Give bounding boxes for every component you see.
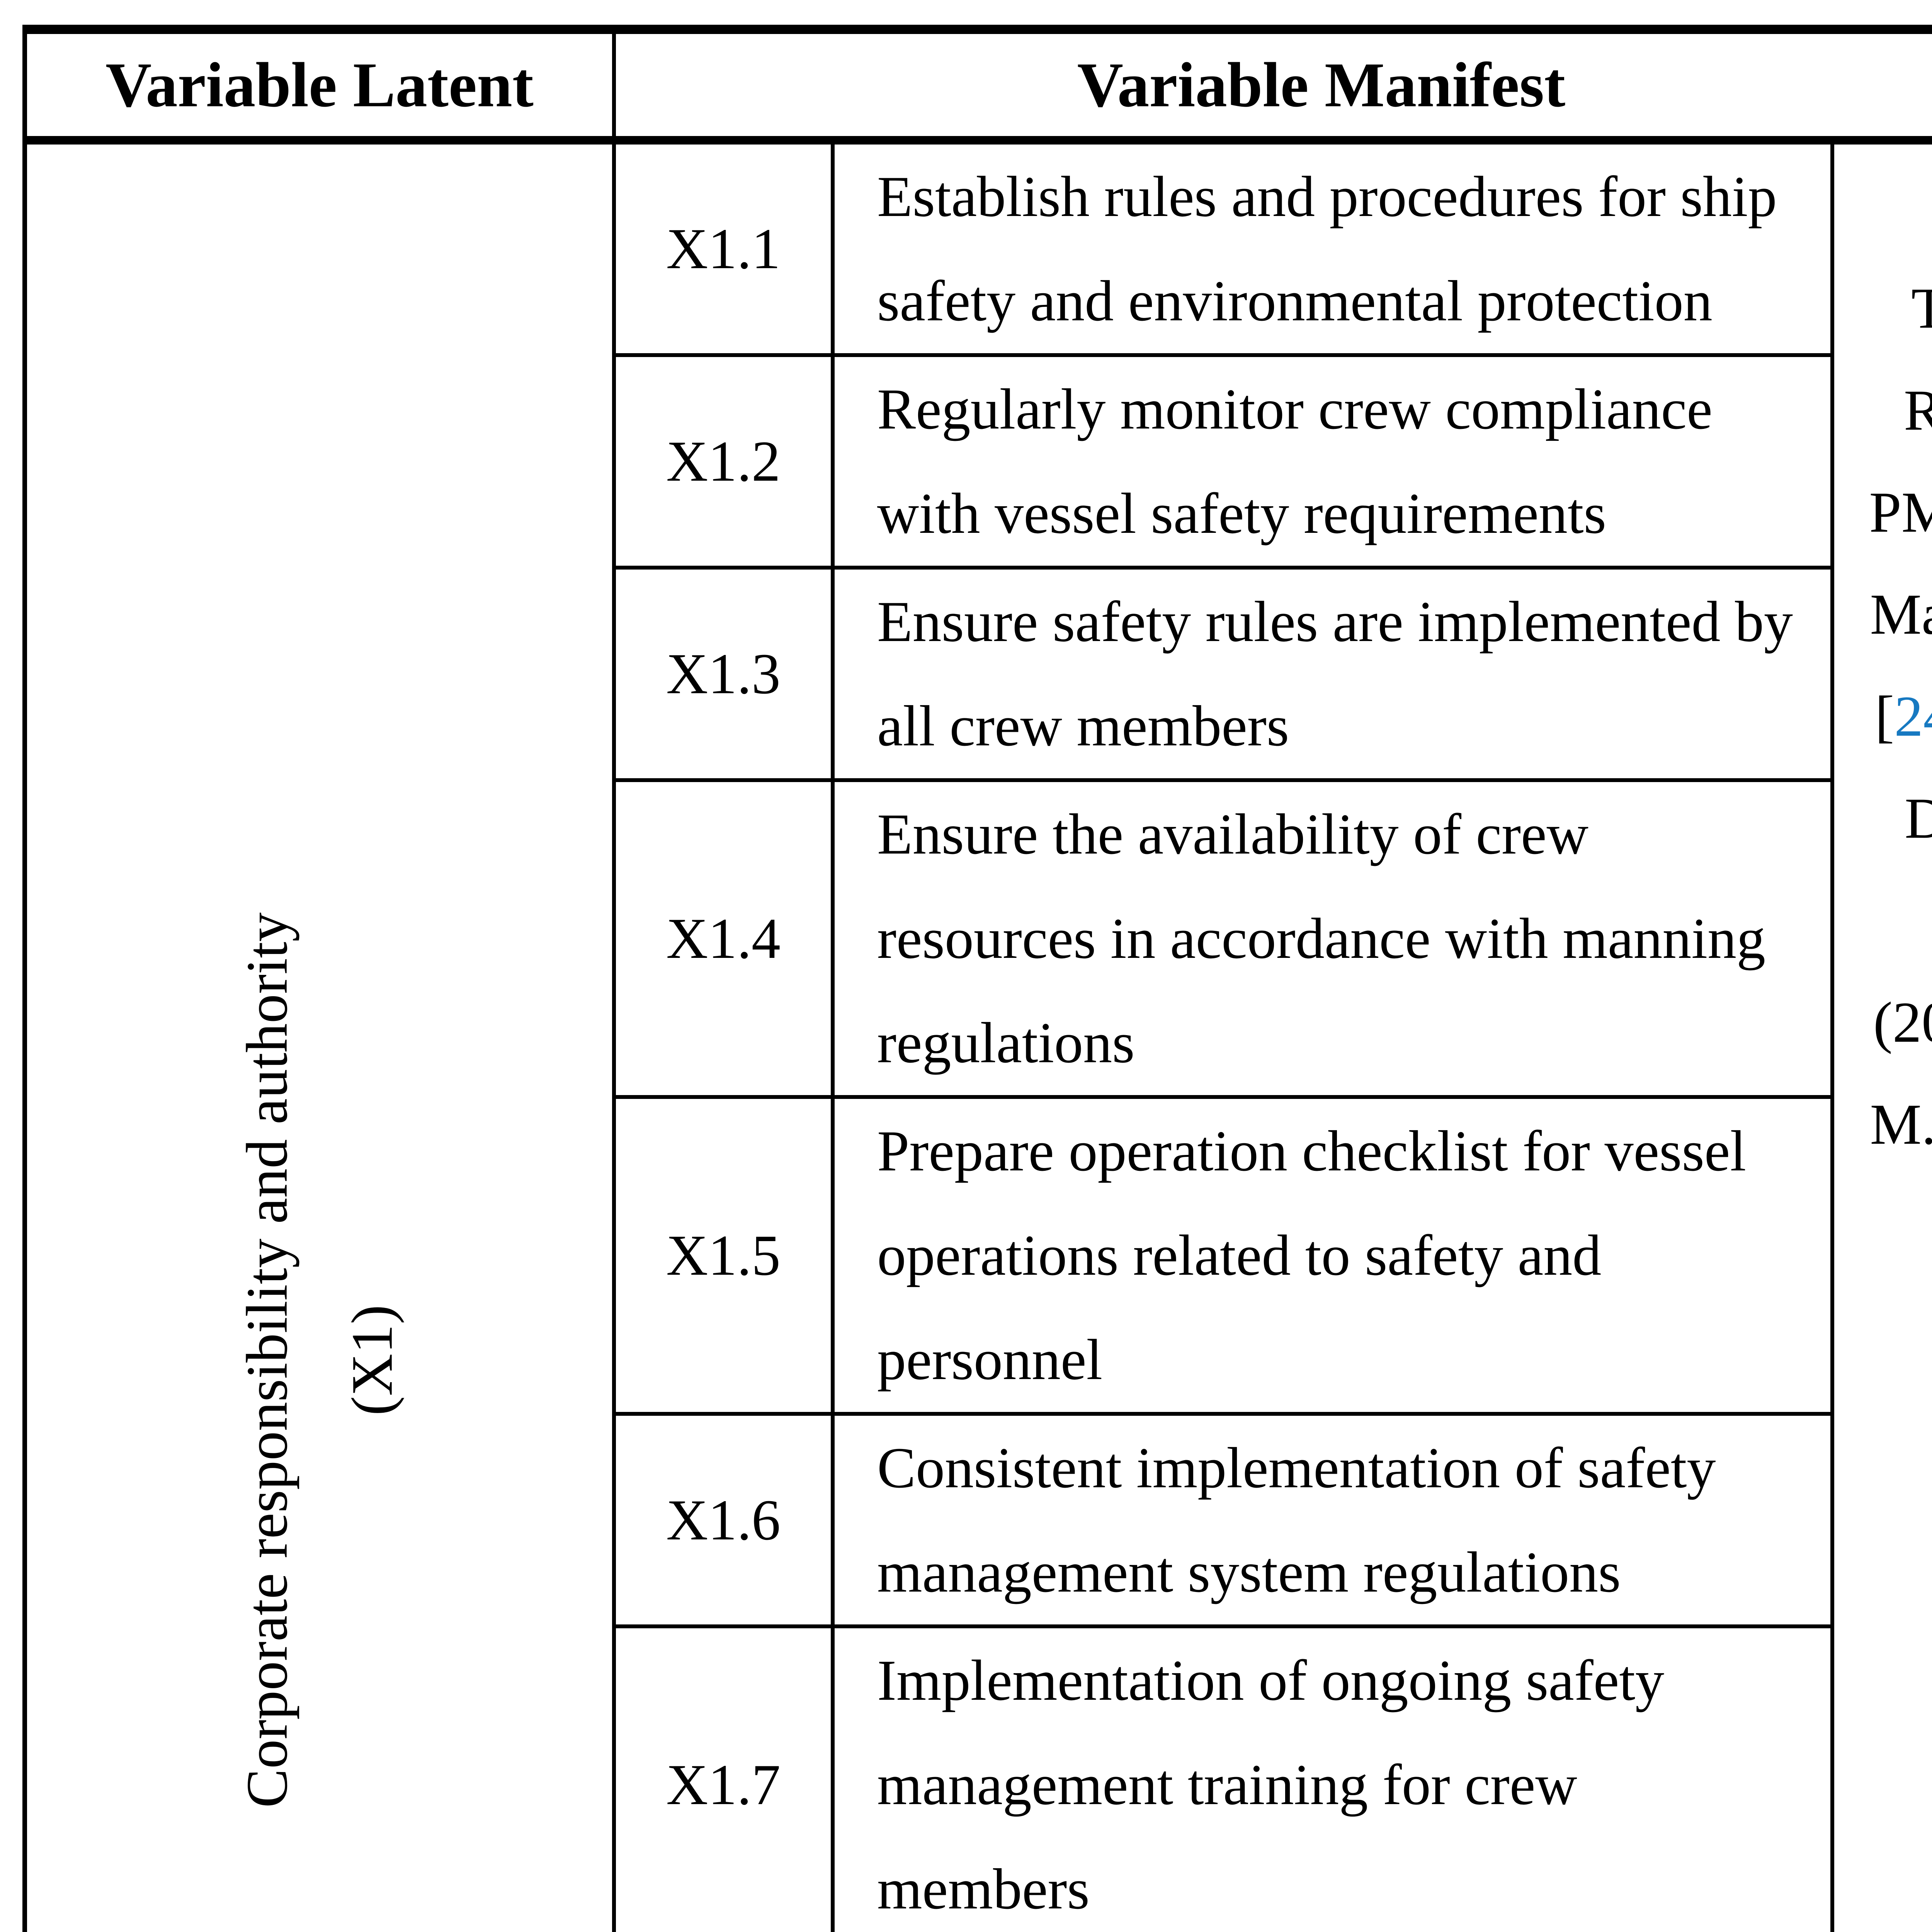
- reference-text: ]; Nurwahida. (2013) [: [1873, 990, 1932, 1054]
- manifest-column: X1.1 Establish rules and procedures for s…: [616, 145, 1834, 1932]
- reference-text: ]; Malisan, J. (2013) [: [1870, 582, 1932, 748]
- manifest-row: X1.6 Consistent implementation of safety …: [616, 1416, 1830, 1628]
- header-variable-manifest: Variable Manifest: [616, 34, 1932, 136]
- variables-table: Variable Latent Variable Manifest Refere…: [22, 25, 1932, 1932]
- manifest-row: X1.7 Implementation of ongoing safety man…: [616, 1628, 1830, 1932]
- references-text-block: Minister of Transportation Regulation No…: [1869, 155, 1932, 1175]
- manifest-row: X1.3 Ensure safety rules are implemented …: [616, 570, 1830, 782]
- manifest-code: X1.6: [616, 1416, 835, 1624]
- latent-variable-label: Corporate responsibility and authority: [235, 912, 299, 1808]
- latent-variable-code: (X1): [340, 1304, 405, 1416]
- manifest-description: Consistent implementation of safety mana…: [877, 1436, 1716, 1604]
- reference-text: ]; Widarbowo, D. (2006) [: [1905, 786, 1932, 850]
- latent-variable-rotated-text: Corporate responsibility and authority (…: [214, 912, 425, 1808]
- manifest-description: Establish rules and procedures for ship …: [877, 165, 1777, 333]
- manifest-description: Ensure safety rules are implemented by a…: [877, 590, 1793, 758]
- reference-text: Minister of Transportation Regulation No…: [1869, 276, 1932, 544]
- manifest-code: X1.2: [616, 357, 835, 566]
- manifest-code: X1.1: [616, 145, 835, 353]
- header-variable-latent: Variable Latent: [27, 34, 616, 136]
- reference-text: ]; Jinca M. Y. (2002) [: [1870, 1092, 1932, 1156]
- table-header-row: Variable Latent Variable Manifest Refere…: [27, 34, 1932, 145]
- manifest-row: X1.4 Ensure the availability of crew reso…: [616, 782, 1830, 1099]
- citation-link[interactable]: 24: [1894, 684, 1932, 748]
- manifest-description: Prepare operation checklist for vessel o…: [877, 1119, 1747, 1392]
- manifest-code: X1.4: [616, 782, 835, 1095]
- table-body: Corporate responsibility and authority (…: [27, 145, 1932, 1932]
- references-cell: Minister of Transportation Regulation No…: [1834, 145, 1932, 1932]
- manifest-row: X1.1 Establish rules and procedures for s…: [616, 145, 1830, 357]
- manifest-description: Regularly monitor crew compliance with v…: [877, 377, 1713, 546]
- manifest-code: X1.3: [616, 570, 835, 778]
- latent-variable-cell: Corporate responsibility and authority (…: [27, 145, 616, 1932]
- manifest-code: X1.7: [616, 1628, 835, 1932]
- manifest-code: X1.5: [616, 1099, 835, 1412]
- manifest-description: Ensure the availability of crew resource…: [877, 802, 1766, 1075]
- manifest-description: Implementation of ongoing safety managem…: [877, 1648, 1665, 1921]
- manifest-row: X1.5 Prepare operation checklist for vess…: [616, 1099, 1830, 1416]
- manifest-row: X1.2 Regularly monitor crew compliance wi…: [616, 357, 1830, 570]
